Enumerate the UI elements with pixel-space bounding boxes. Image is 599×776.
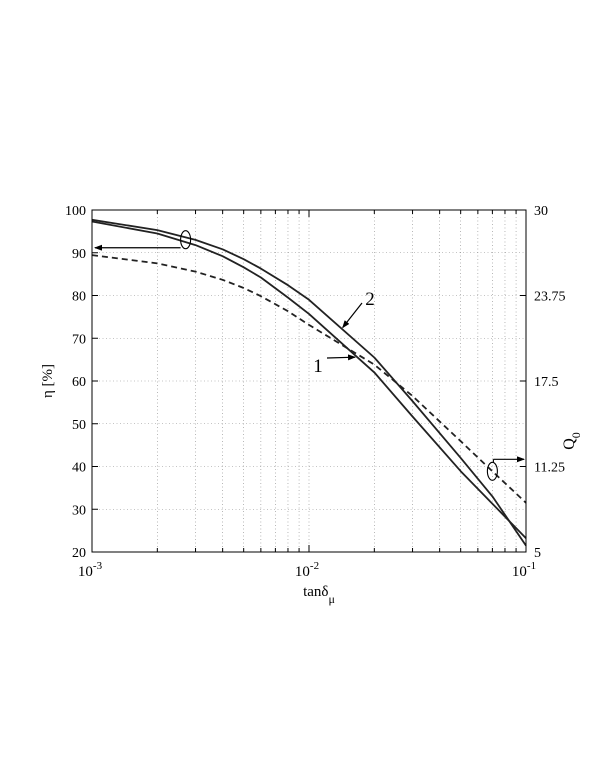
x-tick-label: 10-3 (78, 560, 103, 580)
y-tick-label: 100 (65, 204, 86, 219)
y-tick-label: 90 (72, 247, 86, 262)
left-axis-ellipse (180, 230, 192, 250)
right-axis-ellipse (486, 461, 498, 481)
curve-label-1: 1 (313, 356, 323, 377)
x-tick-label: 10-2 (295, 560, 319, 580)
y2-tick-label: 30 (534, 204, 548, 219)
curve-label-2: 2 (365, 289, 375, 310)
label-2-arrow (342, 302, 363, 329)
labels: tanδμ η [%] Q0 (40, 364, 583, 606)
series-line-3 (91, 254, 527, 504)
series-line-2 (91, 218, 527, 547)
y-tick-label: 40 (72, 461, 86, 476)
y2-tick-label: 11.25 (534, 461, 565, 476)
y-tick-label: 60 (72, 375, 86, 390)
ticks: 20 30 40 50 60 70 80 90 100 5 11.25 17.5 23.75 30 10-3… (65, 204, 566, 580)
annotations: 12 (94, 230, 525, 481)
y2-axis-label: Q0 (561, 432, 583, 450)
y2-tick-label: 23.75 (534, 290, 566, 305)
y-tick-label: 20 (72, 546, 86, 561)
x-axis-label: tanδμ (303, 584, 335, 606)
series-layer (91, 218, 527, 547)
y-tick-label: 70 (72, 332, 86, 347)
label-1-arrow (326, 354, 357, 361)
series-line-1 (91, 220, 527, 539)
x-tick-label: 10-1 (512, 560, 536, 580)
grid (92, 210, 526, 552)
y2-tick-label: 5 (534, 546, 541, 561)
y-tick-label: 80 (72, 290, 86, 305)
y-tick-label: 50 (72, 418, 86, 433)
y2-tick-label: 17.5 (534, 375, 559, 390)
y-tick-label: 30 (72, 503, 86, 518)
y-axis-label: η [%] (40, 364, 56, 398)
